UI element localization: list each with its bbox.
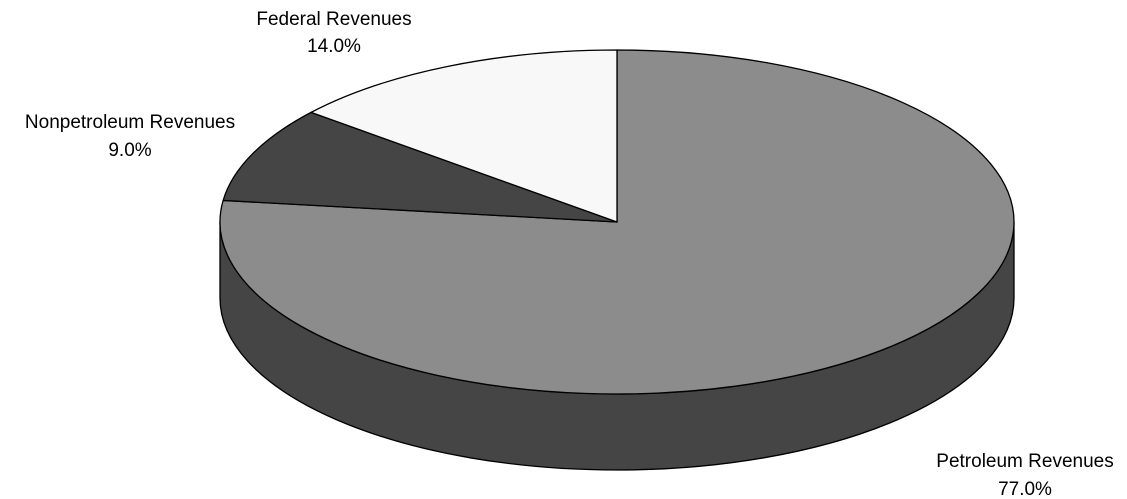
value-nonpetroleum-revenues: 9.0% bbox=[108, 140, 151, 161]
slice-federal-revenues bbox=[310, 49, 618, 223]
label-nonpetroleum-revenues: Nonpetroleum Revenues bbox=[25, 112, 235, 133]
label-federal-revenues: Federal Revenues bbox=[256, 9, 411, 30]
slice-nonpetroleum-revenues bbox=[222, 111, 618, 223]
pie-label-layer: Federal Revenues 14.0% Nonpetroleum Reve… bbox=[25, 9, 1114, 499]
pie-top-layer bbox=[219, 49, 1015, 395]
label-petroleum-revenues: Petroleum Revenues bbox=[936, 451, 1113, 472]
slice-petroleum-revenues bbox=[219, 49, 1015, 395]
value-federal-revenues: 14.0% bbox=[307, 36, 361, 57]
value-petroleum-revenues: 77.0% bbox=[998, 479, 1052, 499]
